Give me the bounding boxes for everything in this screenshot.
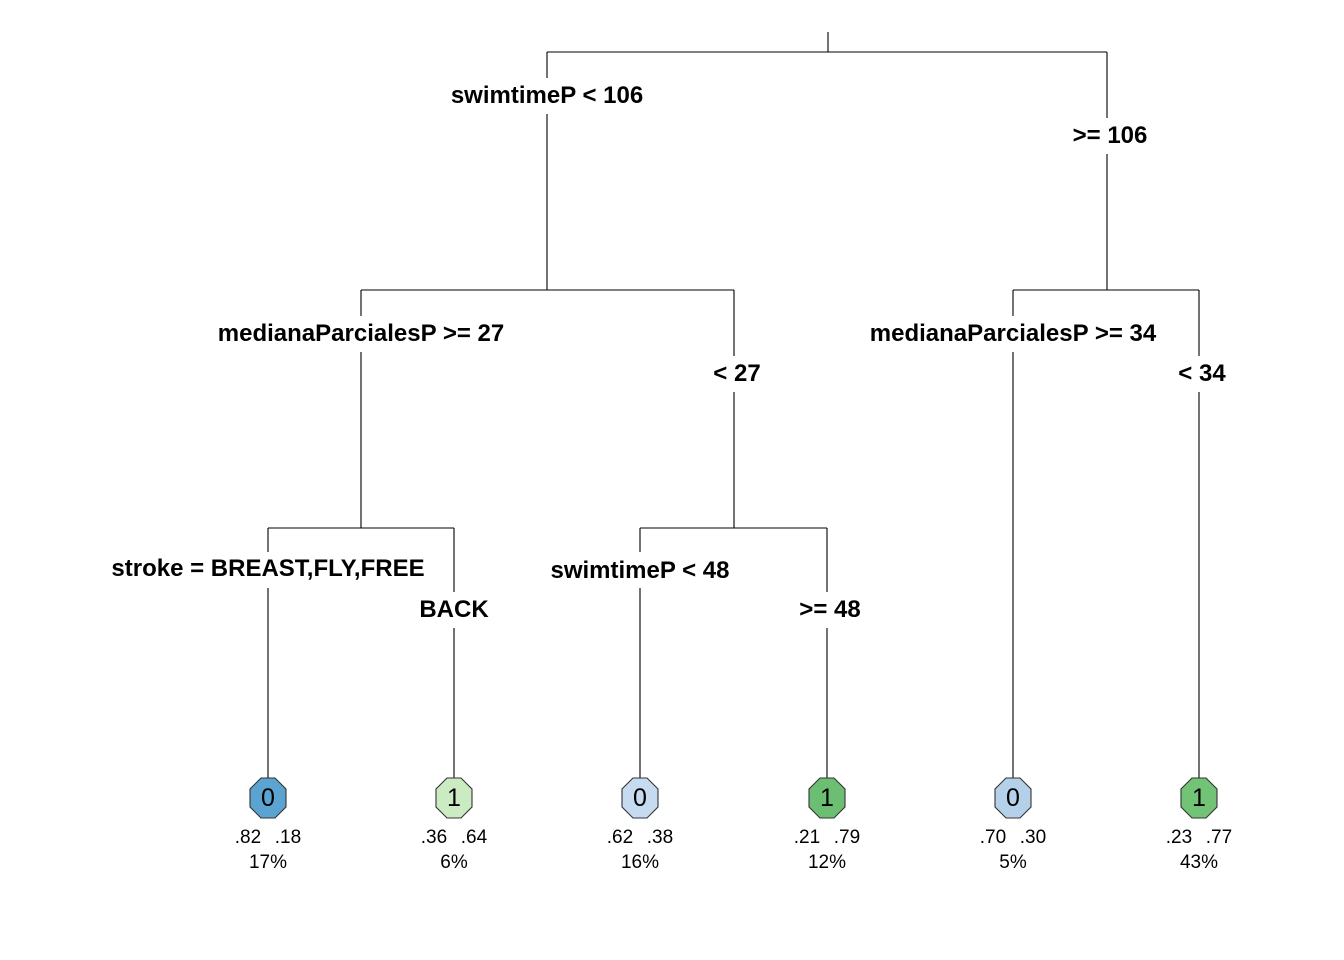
split-labels: swimtimeP < 106 >= 106 medianaParcialesP… [111, 82, 1226, 623]
stroke-split-label: stroke = BREAST,FLY,FREE [111, 555, 424, 582]
leaf-percent: 6% [440, 852, 468, 873]
leaf-2: 0 .62 .38 16% [607, 777, 673, 873]
root-split-label: swimtimeP < 106 [451, 82, 643, 109]
left-alt-label: < 27 [713, 360, 760, 387]
leaf-class-label: 1 [1192, 784, 1206, 812]
leaf-node-shape [994, 777, 1032, 819]
root-alt-label: >= 106 [1073, 122, 1148, 149]
swim48-split-label: swimtimeP < 48 [551, 557, 730, 584]
leaf-percent: 17% [249, 852, 287, 873]
leaf-prob1: .38 [647, 827, 673, 848]
leaf-percent: 16% [621, 852, 659, 873]
leaf-prob1: .18 [275, 827, 301, 848]
leaf-prob0: .21 [794, 827, 820, 848]
right-alt-label: < 34 [1178, 360, 1226, 387]
leaf-prob0: .36 [421, 827, 447, 848]
leaf-percent: 12% [808, 852, 846, 873]
leaf-prob0: .82 [235, 827, 261, 848]
leaf-5: 1 .23 .77 43% [1166, 777, 1232, 873]
left-split-label: medianaParcialesP >= 27 [218, 320, 504, 347]
leaf-class-label: 1 [447, 784, 461, 812]
stroke-alt-label: BACK [419, 596, 489, 623]
leaf-node-shape [621, 777, 659, 819]
leaf-class-label: 0 [261, 784, 275, 812]
leaf-1: 1 .36 .64 6% [421, 777, 488, 873]
leaf-percent: 5% [999, 852, 1027, 873]
leaf-node-shape [435, 777, 473, 819]
leaf-0: 0 .82 .18 17% [235, 777, 301, 873]
leaf-prob0: .62 [607, 827, 633, 848]
leaf-class-label: 1 [820, 784, 834, 812]
leaf-node-shape [808, 777, 846, 819]
leaf-prob1: .77 [1206, 827, 1232, 848]
right-split-label: medianaParcialesP >= 34 [870, 320, 1157, 347]
leaf-class-label: 0 [1006, 784, 1020, 812]
swim48-alt-label: >= 48 [799, 596, 860, 623]
leaf-prob1: .30 [1020, 827, 1046, 848]
leaf-node-shape [249, 777, 287, 819]
leaf-prob1: .79 [834, 827, 860, 848]
tree-edges [267, 32, 1200, 778]
leaf-prob1: .64 [461, 827, 488, 848]
leaf-4: 0 .70 .30 5% [980, 777, 1046, 873]
leaf-3: 1 .21 .79 12% [794, 777, 860, 873]
leaf-prob0: .23 [1166, 827, 1192, 848]
leaf-prob0: .70 [980, 827, 1006, 848]
leaf-node-shape [1180, 777, 1218, 819]
leaf-class-label: 0 [633, 784, 647, 812]
leaf-percent: 43% [1180, 852, 1218, 873]
